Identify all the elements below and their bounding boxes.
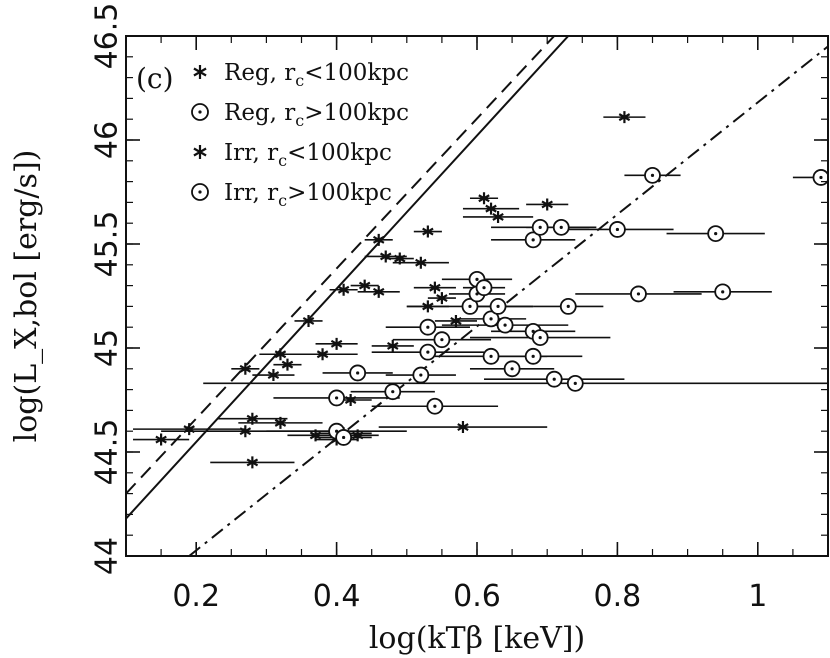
data-point-star bbox=[302, 314, 315, 327]
data-point-circle bbox=[191, 103, 209, 121]
data-point-star bbox=[478, 192, 490, 205]
data-point-star bbox=[429, 281, 441, 294]
fit-line-dashed bbox=[126, 36, 555, 495]
data-point-circle bbox=[630, 285, 647, 303]
data-point-circle bbox=[812, 169, 828, 186]
data-point-star bbox=[155, 433, 167, 446]
data-point-circle bbox=[349, 364, 367, 382]
fit-line-solid bbox=[126, 36, 569, 520]
data-point-circle bbox=[384, 383, 402, 401]
data-point-star bbox=[436, 292, 448, 305]
y-tick-label: 46 bbox=[90, 121, 125, 159]
x-tick-label: 0.2 bbox=[172, 579, 220, 614]
data-point-star bbox=[541, 198, 553, 211]
y-tick-label: 45 bbox=[90, 329, 125, 367]
data-point-circle bbox=[482, 347, 500, 365]
legend-entry-text: Reg, rc<100kpc bbox=[224, 60, 409, 90]
data-point-star bbox=[344, 394, 357, 406]
data-point-circle bbox=[531, 218, 549, 236]
data-point-star bbox=[281, 358, 294, 371]
data-point-star bbox=[422, 225, 434, 238]
data-point-circle bbox=[609, 221, 626, 238]
legend-entry-text: Irr, rc<100kpc bbox=[224, 140, 392, 170]
data-point-star bbox=[351, 429, 364, 442]
data-point-star bbox=[372, 285, 385, 298]
data-point-circle bbox=[328, 389, 346, 407]
data-point-star bbox=[274, 416, 287, 429]
data-point-star bbox=[485, 202, 497, 215]
data-point-star bbox=[239, 362, 252, 375]
data-point-star bbox=[492, 210, 504, 223]
data-point-circle bbox=[412, 366, 430, 384]
data-point-star bbox=[316, 348, 329, 361]
data-point-circle bbox=[489, 297, 507, 315]
data-point-circle bbox=[531, 329, 549, 347]
legend-entry-text: Irr, rc>100kpc bbox=[224, 180, 392, 210]
y-axis-title: log(L_X,bol [erg/s]) bbox=[9, 150, 44, 443]
data-point-circle bbox=[714, 283, 732, 301]
x-tick-label: 0.6 bbox=[453, 579, 501, 614]
data-point-star bbox=[193, 65, 207, 79]
y-tick-label: 45.5 bbox=[90, 211, 125, 278]
data-point-star bbox=[379, 250, 392, 263]
x-tick-label: 1 bbox=[748, 579, 767, 614]
panel-label: (c) bbox=[136, 62, 174, 95]
data-point-circle bbox=[482, 310, 500, 328]
data-point-star bbox=[239, 425, 252, 438]
data-point-circle bbox=[524, 231, 542, 249]
data-point-star bbox=[246, 412, 259, 425]
data-point-circle bbox=[552, 218, 570, 236]
data-point-circle bbox=[545, 370, 563, 388]
legend-entry-text: Reg, rc>100kpc bbox=[224, 100, 409, 130]
data-point-star bbox=[415, 256, 427, 269]
data-point-circle bbox=[419, 343, 437, 361]
fit-line-dash-dot bbox=[188, 45, 828, 556]
data-point-circle bbox=[335, 429, 353, 446]
data-point-circle bbox=[433, 331, 451, 349]
data-point-circle bbox=[426, 397, 444, 415]
axes: 0.2 0.4 0.6 0.8 1 44 44.5 45 45.5 46 46.5 bbox=[90, 3, 829, 614]
data-point-circle bbox=[503, 360, 521, 378]
data-point-star bbox=[309, 429, 322, 442]
fit-lines bbox=[126, 36, 828, 556]
data-point-star bbox=[618, 111, 631, 124]
data-point-star bbox=[358, 279, 371, 292]
data-point-star bbox=[450, 314, 462, 327]
data-point-circle bbox=[475, 279, 493, 297]
data-point-star bbox=[183, 423, 195, 436]
data-point-circle bbox=[566, 374, 584, 392]
data-point-circle bbox=[559, 297, 577, 315]
data-point-circle bbox=[496, 316, 514, 334]
data-point-star bbox=[267, 369, 280, 382]
x-tick-label: 0.4 bbox=[313, 579, 361, 614]
data-point-circle bbox=[191, 183, 209, 201]
data-point-star bbox=[274, 348, 287, 361]
data-point-star bbox=[422, 300, 434, 313]
y-tick-label: 46.5 bbox=[90, 3, 125, 70]
data-markers bbox=[155, 111, 828, 469]
x-tick-label: 0.8 bbox=[594, 579, 642, 614]
x-axis-title: log(kTβ [keV]) bbox=[369, 621, 585, 656]
data-point-circle bbox=[644, 166, 661, 184]
data-point-star bbox=[330, 337, 343, 350]
data-point-star bbox=[457, 421, 469, 434]
data-point-star bbox=[246, 456, 259, 469]
data-point-circle bbox=[524, 347, 542, 365]
data-point-star bbox=[372, 233, 385, 246]
data-point-star bbox=[337, 283, 350, 296]
y-tick-label: 44 bbox=[90, 537, 125, 575]
y-tick-label: 44.5 bbox=[90, 419, 125, 486]
data-point-star bbox=[387, 339, 399, 352]
data-point-star bbox=[394, 252, 406, 265]
data-point-star bbox=[193, 145, 207, 159]
data-point-circle bbox=[461, 297, 479, 315]
legend: Reg, rc<100kpc Reg, rc>100kpc Irr, rc<100k… bbox=[191, 60, 409, 210]
data-point-circle bbox=[707, 225, 725, 243]
data-point-circle bbox=[419, 318, 437, 336]
